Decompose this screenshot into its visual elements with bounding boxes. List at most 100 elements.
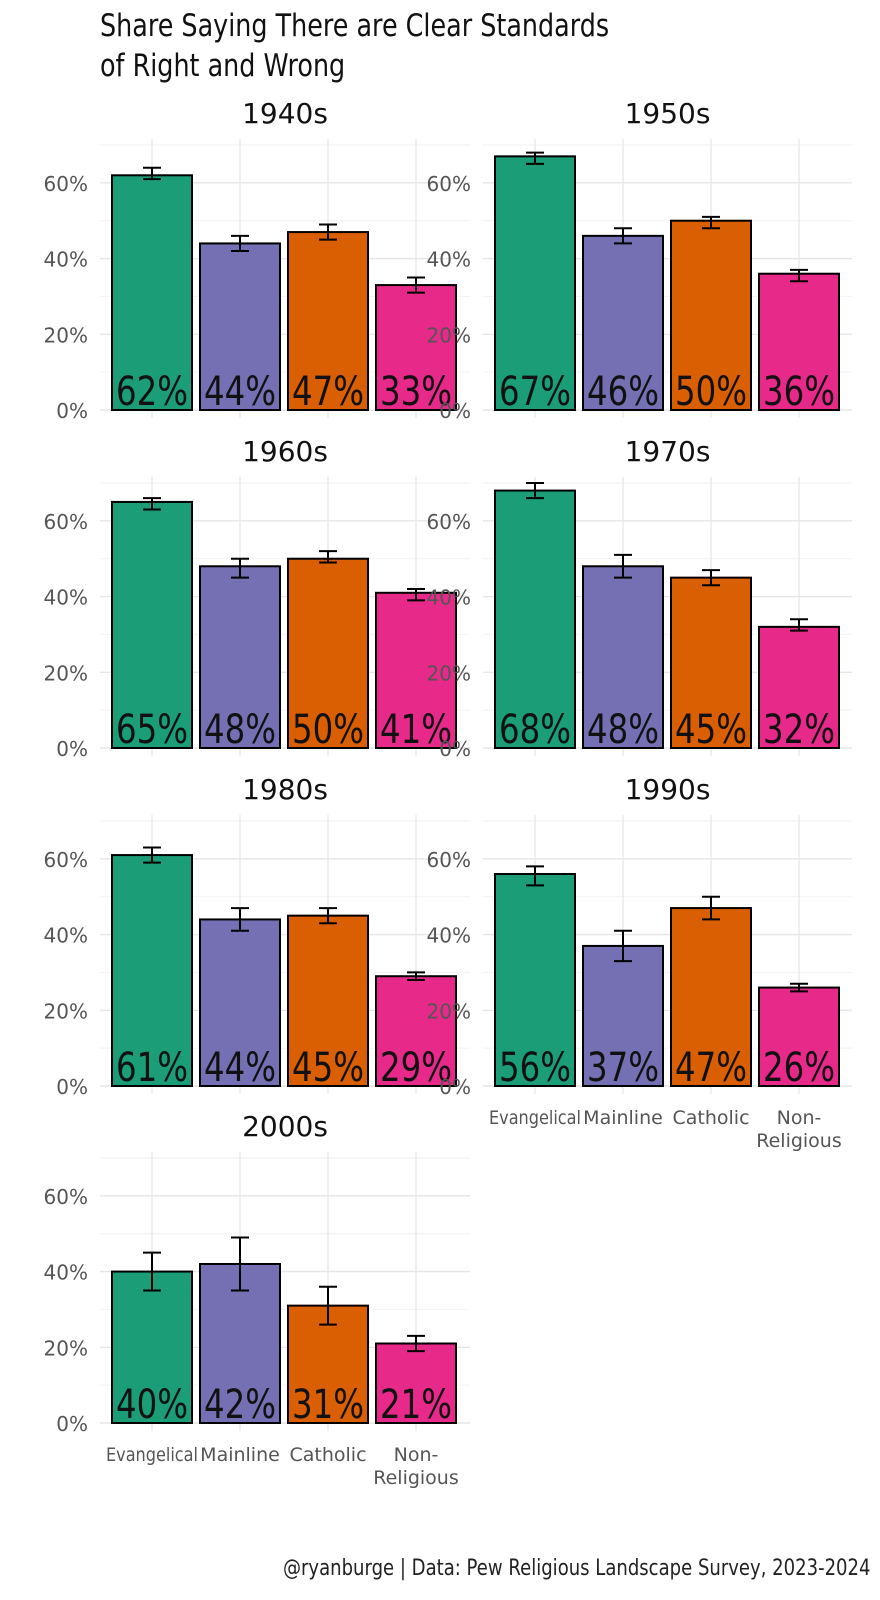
data-label: 61%: [116, 1045, 188, 1091]
data-label: 45%: [675, 707, 747, 753]
bar: [287, 231, 369, 411]
bar: [582, 565, 664, 749]
x-tick-label: Evangelical: [106, 1444, 198, 1466]
data-label: 44%: [204, 1045, 276, 1091]
facet-panel-1980s: 0% 20% 40% 60% 1980s 61% 44% 45% 29%: [44, 773, 470, 1099]
data-label: 31%: [292, 1382, 364, 1428]
x-tick-label: Catholic: [289, 1444, 366, 1466]
y-tick-label: 0%: [56, 737, 88, 761]
y-tick-label: 40%: [427, 586, 471, 610]
x-tick-label: Evangelical: [489, 1107, 581, 1129]
data-label: 32%: [763, 707, 835, 753]
data-label: 29%: [380, 1045, 452, 1091]
bar: [758, 625, 840, 749]
x-tick-label: Mainline: [583, 1107, 663, 1129]
bar: [670, 576, 752, 750]
y-tick-label: 20%: [44, 999, 88, 1023]
y-tick-label: 60%: [44, 172, 88, 196]
y-tick-label: 40%: [427, 248, 471, 272]
y-tick-label: 40%: [427, 924, 471, 948]
x-tick-label: Religious: [373, 1467, 459, 1489]
data-label: 48%: [587, 707, 659, 753]
data-label: 47%: [292, 369, 364, 415]
x-tick-label: Non-: [394, 1444, 439, 1466]
facet-label: 2000s: [242, 1110, 328, 1143]
y-tick-label: 40%: [44, 1261, 88, 1285]
x-tick-label: Mainline: [200, 1444, 280, 1466]
data-label: 46%: [587, 369, 659, 415]
bar: [758, 272, 840, 412]
data-label: 45%: [292, 1045, 364, 1091]
facet-label: 1990s: [625, 773, 711, 806]
data-label: 33%: [380, 369, 452, 415]
y-tick-label: 60%: [44, 848, 88, 872]
y-tick-label: 60%: [427, 510, 471, 534]
y-tick-label: 0%: [439, 737, 471, 761]
facet-label: 1940s: [242, 97, 328, 130]
bar: [375, 591, 457, 749]
chart-title: Share Saying There are Clear Standards o…: [100, 8, 610, 84]
y-tick-label: 0%: [56, 1412, 88, 1436]
data-label: 36%: [763, 369, 835, 415]
data-label: 56%: [499, 1045, 571, 1091]
facet-label: 1960s: [242, 435, 328, 468]
bar: [582, 234, 664, 411]
data-label: 47%: [675, 1045, 747, 1091]
y-tick-label: 60%: [44, 510, 88, 534]
bar: [375, 1342, 457, 1424]
facet-label: 1980s: [242, 773, 328, 806]
bar: [111, 854, 193, 1087]
bar: [375, 284, 457, 412]
y-tick-label: 20%: [427, 661, 471, 685]
bar: [199, 565, 281, 749]
bar: [494, 489, 576, 749]
data-label: 44%: [204, 369, 276, 415]
data-label: 62%: [116, 369, 188, 415]
bar: [670, 219, 752, 411]
y-tick-label: 0%: [439, 399, 471, 423]
data-label: 67%: [499, 369, 571, 415]
y-tick-label: 40%: [44, 586, 88, 610]
bar: [494, 155, 576, 411]
y-tick-label: 20%: [44, 1336, 88, 1360]
y-tick-label: 0%: [439, 1075, 471, 1099]
x-tick-label: Religious: [756, 1130, 842, 1152]
facet-panel-2000s: 0% 20% 40% 60% 2000s 40% 42% 31% 21% Evangelical M…: [44, 1110, 470, 1489]
data-label: 37%: [587, 1045, 659, 1091]
data-label: 48%: [204, 707, 276, 753]
y-tick-label: 20%: [44, 661, 88, 685]
y-tick-label: 40%: [44, 248, 88, 272]
data-label: 68%: [499, 707, 571, 753]
y-tick-label: 0%: [56, 1075, 88, 1099]
facet-label: 1970s: [625, 435, 711, 468]
data-label: 50%: [675, 369, 747, 415]
data-label: 41%: [380, 707, 452, 753]
facet-panel-1970s: 0% 20% 40% 60% 1970s 68% 48% 45% 32%: [427, 435, 852, 761]
source-caption: @ryanburge | Data: Pew Religious Landsca…: [282, 1556, 870, 1581]
y-tick-label: 20%: [427, 999, 471, 1023]
bar: [758, 986, 840, 1087]
facet-panel-1960s: 0% 20% 40% 60% 1960s 65% 48% 50% 41%: [44, 435, 470, 761]
bar: [199, 242, 281, 411]
x-tick-label: Non-: [777, 1107, 822, 1129]
data-label: 50%: [292, 707, 364, 753]
y-tick-label: 0%: [56, 399, 88, 423]
y-tick-label: 60%: [44, 1185, 88, 1209]
y-tick-label: 20%: [427, 323, 471, 347]
bar: [582, 944, 664, 1088]
bar: [111, 1270, 193, 1424]
y-tick-label: 60%: [427, 848, 471, 872]
bar: [670, 907, 752, 1087]
data-label: 21%: [380, 1382, 452, 1428]
data-label: 40%: [116, 1382, 188, 1428]
y-tick-label: 60%: [427, 172, 471, 196]
data-label: 42%: [204, 1382, 276, 1428]
y-tick-label: 40%: [44, 924, 88, 948]
bar: [375, 975, 457, 1088]
facet-panel-1990s: 0% 20% 40% 60% 1990s 56% 37% 47% 26% Evangelical M…: [427, 773, 852, 1152]
facet-label: 1950s: [625, 97, 711, 130]
data-label: 65%: [116, 707, 188, 753]
facet-panel-1940s: 0% 20% 40% 60% 1940s 62% 44% 47% 33%: [44, 97, 470, 423]
y-tick-label: 20%: [44, 323, 88, 347]
